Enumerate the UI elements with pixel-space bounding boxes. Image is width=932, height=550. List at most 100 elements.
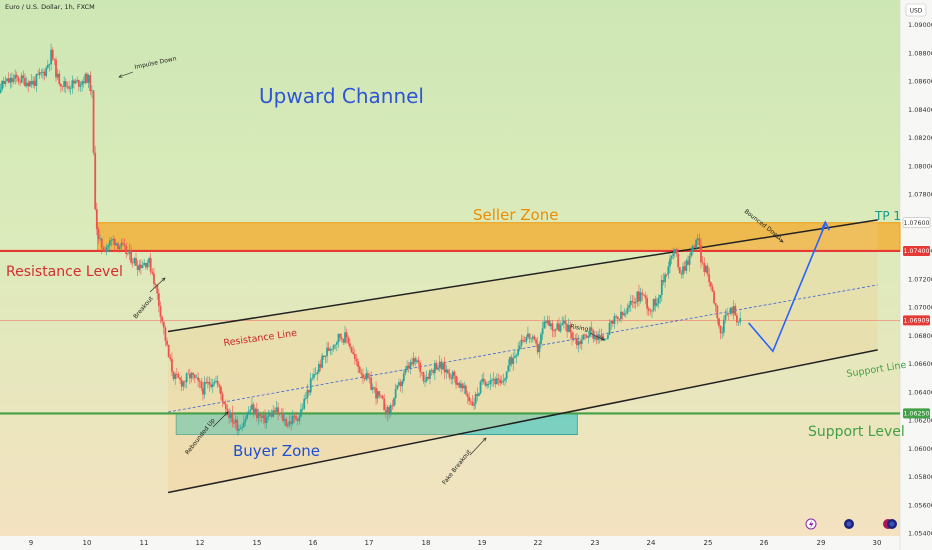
- price-badge-label: 1.06250: [903, 411, 929, 418]
- candle-body: [487, 384, 490, 385]
- candle-body: [571, 332, 573, 339]
- candle-body: [649, 310, 652, 312]
- candle-body: [446, 369, 449, 373]
- candle-body: [445, 369, 448, 373]
- candle-body: [657, 298, 660, 304]
- candle-body: [357, 361, 359, 367]
- candle-body: [82, 81, 85, 84]
- candle-body: [210, 384, 213, 387]
- candle-body: [128, 250, 131, 254]
- candle-body: [14, 74, 17, 79]
- candle-body: [629, 300, 632, 306]
- candle-body: [105, 247, 108, 252]
- candle-body: [213, 381, 216, 384]
- candle-body: [644, 295, 647, 299]
- candle-body: [184, 381, 186, 383]
- candle-body: [15, 74, 18, 78]
- candle-body: [464, 385, 467, 394]
- candle-body: [63, 81, 66, 87]
- candle-body: [621, 311, 624, 316]
- candle-body: [157, 293, 160, 306]
- candle-body: [304, 398, 307, 399]
- candle-body: [463, 385, 466, 389]
- candle-body: [499, 379, 502, 384]
- candle-body: [411, 362, 413, 365]
- candle-body: [277, 407, 279, 414]
- candle-body: [187, 373, 190, 375]
- y-tick-label: 1.07800: [908, 191, 932, 199]
- candle-body: [366, 373, 369, 379]
- candle-body: [481, 378, 484, 382]
- candle-body: [110, 240, 113, 241]
- candle-body: [624, 312, 627, 314]
- candle-body: [383, 398, 386, 411]
- candle-body: [460, 383, 462, 388]
- candle-body: [275, 407, 278, 412]
- candle-body: [656, 303, 658, 306]
- candle-body: [659, 294, 662, 299]
- lightning-icon[interactable]: [805, 518, 817, 530]
- candle-body: [342, 339, 345, 343]
- candle-body: [265, 417, 268, 424]
- candle-body: [123, 244, 126, 246]
- candle-body: [30, 81, 33, 85]
- candle-body: [61, 86, 64, 87]
- candle-body: [25, 82, 28, 86]
- candle-body: [393, 398, 395, 406]
- candle-body: [69, 88, 72, 89]
- candle-body: [249, 409, 252, 412]
- candle-body: [288, 421, 291, 425]
- price-badge-label: 1.06909: [903, 318, 929, 325]
- y-tick-label: 1.08000: [908, 162, 932, 170]
- channel-lower-line[interactable]: [167, 349, 878, 494]
- candle-body: [234, 419, 237, 424]
- candle-body: [53, 59, 56, 60]
- candle-body: [188, 373, 191, 379]
- candle-body: [569, 324, 572, 333]
- candle-body: [691, 246, 694, 252]
- channel-mid-line[interactable]: [168, 284, 878, 413]
- candle-body: [229, 412, 232, 418]
- event-marker-icon[interactable]: [844, 519, 854, 529]
- candle-body: [17, 77, 20, 82]
- candle-body: [641, 292, 644, 295]
- candle-body: [469, 401, 472, 402]
- currency-button[interactable]: USD: [905, 3, 927, 17]
- channel-upper-line[interactable]: [167, 219, 878, 333]
- candle-body: [236, 419, 239, 431]
- candle-body: [174, 374, 177, 379]
- candle-body: [180, 379, 183, 387]
- candle-body: [523, 341, 526, 342]
- x-tick-label: 9: [29, 539, 33, 547]
- candle-body: [554, 329, 557, 331]
- candle-body: [326, 347, 328, 356]
- candle-body: [138, 264, 141, 271]
- candle-body: [739, 318, 742, 322]
- candle-body: [510, 357, 513, 364]
- candle-body: [349, 343, 351, 348]
- candle-body: [37, 74, 39, 75]
- candle-body: [97, 229, 100, 239]
- candle-series: [0, 43, 742, 436]
- candle-body: [84, 73, 87, 84]
- candle-body: [525, 336, 528, 342]
- candle-body: [406, 365, 408, 370]
- candle-body: [87, 75, 90, 83]
- y-tick-label: 1.05400: [908, 530, 932, 538]
- news-marker-icon[interactable]: [883, 519, 897, 529]
- candle-body: [175, 374, 178, 375]
- breakout-arrow: [149, 277, 166, 293]
- candle-body: [389, 405, 392, 413]
- candle-body: [527, 333, 529, 337]
- projection-path[interactable]: [748, 223, 827, 353]
- candle-body: [46, 64, 49, 68]
- candle-body: [136, 265, 139, 271]
- candle-body: [652, 298, 655, 311]
- candle-body: [494, 378, 497, 385]
- candle-body: [81, 81, 84, 85]
- candle-body: [324, 355, 327, 357]
- candle-body: [308, 389, 311, 393]
- candle-body: [690, 251, 693, 257]
- candle-body: [665, 274, 668, 276]
